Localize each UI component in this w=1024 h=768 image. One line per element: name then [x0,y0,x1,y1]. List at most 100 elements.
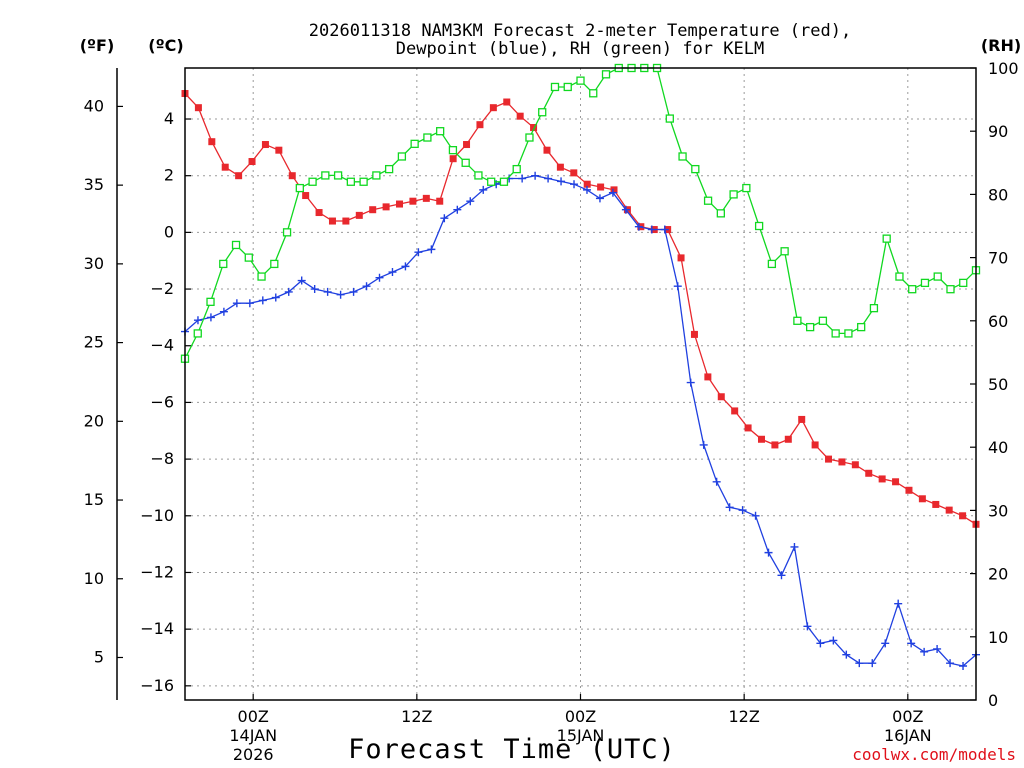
x-tick-date: 15JAN [557,726,605,745]
rh-tick-label: 10 [988,628,1008,647]
x-tick-label: 00Z [892,707,923,726]
dewpoint-point [245,299,254,308]
f-tick-label: 15 [84,490,104,509]
temperature-point [530,124,538,132]
dewpoint-point [907,639,916,648]
dewpoint-point [414,248,423,257]
temperature-point [328,217,336,225]
dewpoint-point [816,639,825,648]
temperature-point [945,506,953,514]
dewpoint-point [855,659,864,668]
dewpoint-point [336,290,345,299]
rh-point [550,82,560,92]
dewpoint-point [829,636,838,645]
rh-tick-label: 100 [988,59,1019,78]
temperature-point [543,146,551,154]
rh-point [767,259,777,269]
dewpoint-point [803,622,812,631]
temperature-point [208,138,216,146]
dewpoint-point [570,180,579,189]
dewpoint-point [466,197,475,206]
x-tick-label: 00Z [565,707,596,726]
temperature-point [597,183,605,191]
dewpoint-point [582,185,591,194]
dewpoint-point [842,650,851,659]
dewpoint-point [881,639,890,648]
rh-point [678,152,687,161]
f-tick-label: 30 [84,254,104,273]
x-axis-title: Forecast Time (UTC) [348,734,676,765]
dewpoint-point [544,174,553,183]
rh-point [703,196,713,205]
temperature-point [221,163,229,171]
temperature-point [825,455,833,463]
rh-point [219,259,228,269]
temperature-point [194,104,202,112]
dewpoint-point [790,542,799,551]
temperature-point [704,373,712,381]
rh-tick-label: 40 [988,438,1008,457]
x-tick-label: 00Z [238,707,269,726]
dewpoint-point [193,316,202,325]
dewpoint-point [673,282,682,291]
rh-point [193,329,202,338]
dewpoint-point [686,378,695,387]
rh-point [895,272,904,281]
rh-point [742,183,751,193]
c-tick-label: −16 [140,676,174,695]
rh-point [295,183,304,193]
rh-point [448,146,458,155]
temperature-point [476,121,484,129]
rh-point [818,316,828,325]
rh-point [920,278,930,288]
dewpoint-point [232,299,241,308]
temperature-point [436,197,444,205]
rh-point [231,240,241,250]
dewpoint-point [608,188,617,197]
temperature-point [583,180,591,188]
dewpoint-point [388,268,397,277]
rh-point [538,108,547,117]
dewpoint-point [712,477,721,486]
rh-tick-label: 60 [988,312,1008,331]
c-tick-label: −12 [140,562,174,581]
c-tick-label: −6 [150,392,174,411]
dewpoint-point [427,245,436,254]
grid-layer [185,68,976,700]
chart-title-line2: Dewpoint (blue), RH (green) for KELM [396,39,764,59]
dewpoint-point [777,571,786,580]
temperature-point [838,458,846,466]
temperature-point [409,197,417,205]
temperature-point [570,169,578,177]
dewpoint-point [933,644,942,653]
rh-tick-label: 90 [988,122,1008,141]
f-tick-label: 35 [84,175,104,194]
rh-point [729,190,738,199]
temperature-point [463,141,471,149]
temperature-point [959,512,967,520]
rh-point [206,297,215,306]
dewpoint-point [362,282,371,291]
temperature-point [690,330,698,338]
dewpoint-point [621,205,630,214]
rh-point [933,272,942,281]
rh-point [831,329,840,338]
temperature-point [382,203,390,211]
dewpoint-point [946,659,955,668]
dewpoint-point [310,285,319,294]
rh-point [857,322,866,332]
temperature-point [905,486,913,494]
dewpoint-point [219,307,228,316]
rh-point [487,177,496,186]
temperature-point [757,435,765,443]
rh-point [499,177,509,186]
temperature-point [355,211,363,219]
temperature-point [556,163,564,171]
x-tick-year: 2026 [233,745,274,764]
rh-point [882,234,891,243]
dewpoint-point [206,313,215,322]
dewpoint-point [868,659,877,668]
temperature-point [449,155,457,163]
c-tick-label: −8 [150,449,174,468]
